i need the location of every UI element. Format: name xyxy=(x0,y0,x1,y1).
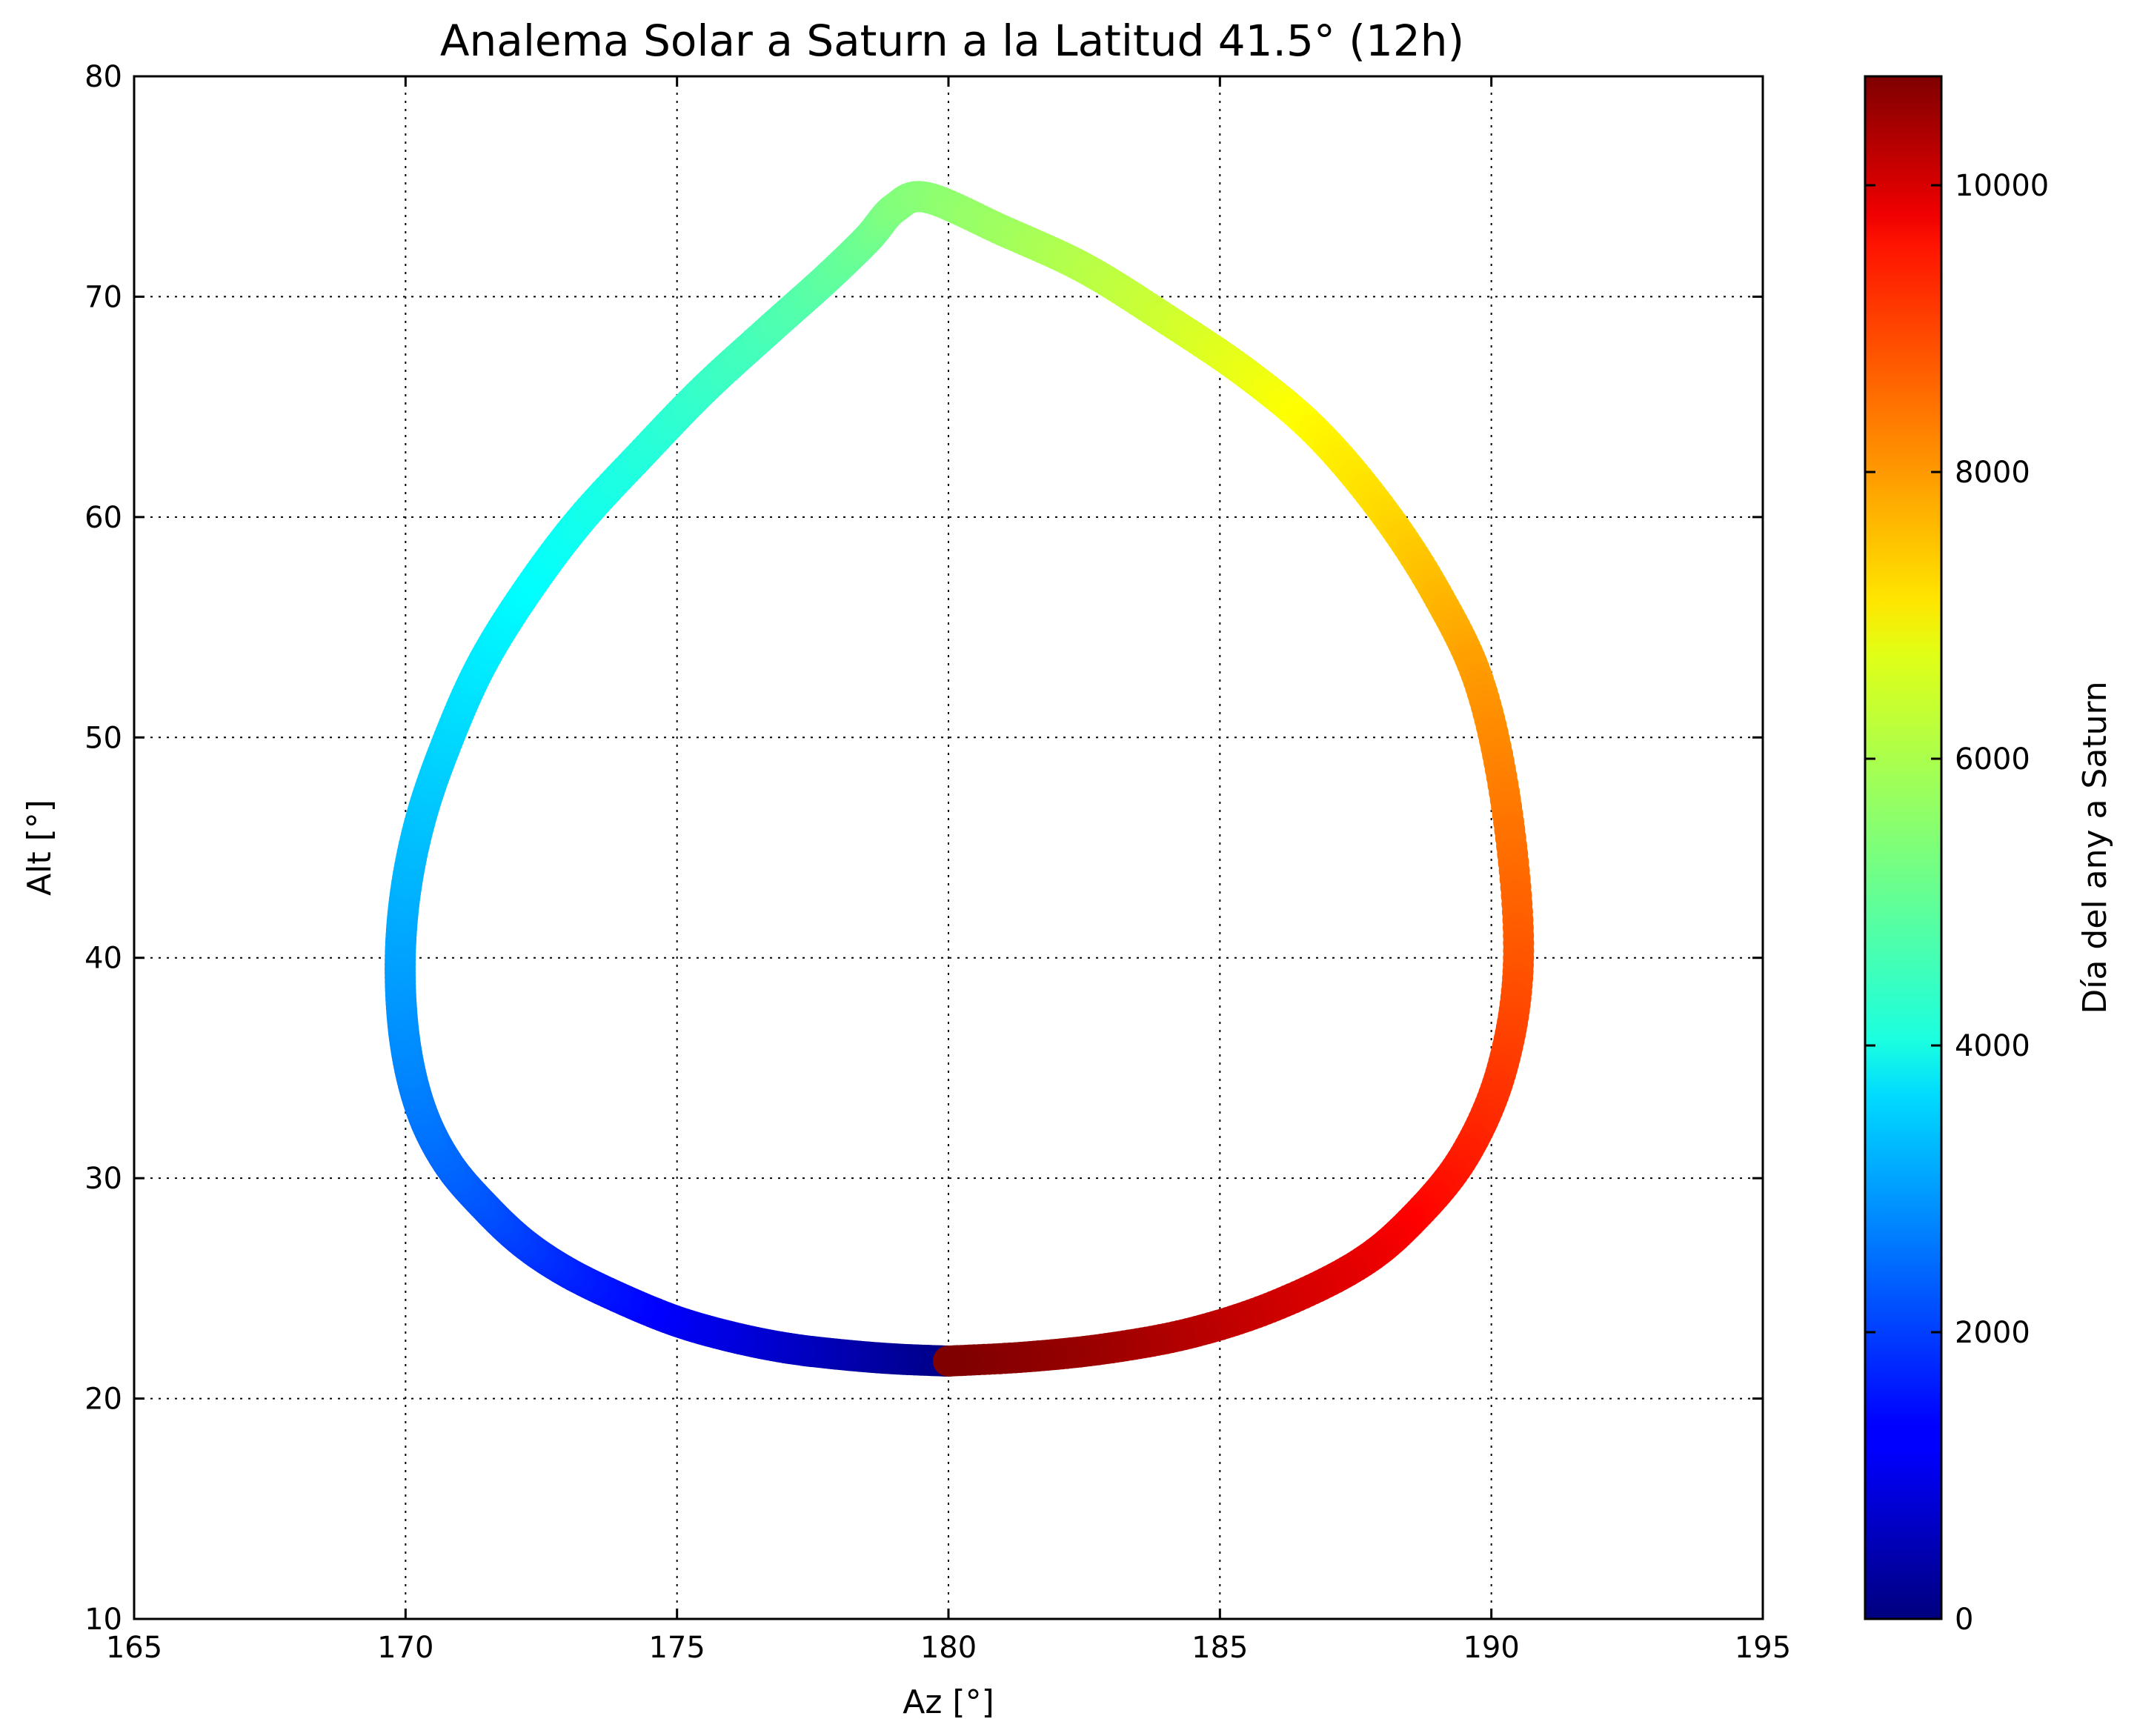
x-axis-label: Az [°] xyxy=(903,1683,994,1721)
y-tick-label: 10 xyxy=(84,1603,122,1637)
analemma-curve xyxy=(385,181,1535,1377)
x-tick-label: 195 xyxy=(1735,1631,1791,1665)
y-tick-label: 40 xyxy=(84,942,122,976)
y-tick-label: 70 xyxy=(84,280,122,314)
y-tick-label: 50 xyxy=(84,721,122,755)
colorbar-tick-label: 4000 xyxy=(1955,1029,2030,1063)
colorbar-ticks: 0 2000 4000 6000 8000 10000 xyxy=(1865,169,2049,1637)
y-tick-label: 60 xyxy=(84,501,122,535)
x-tick-label: 185 xyxy=(1192,1631,1248,1665)
colorbar-tick-label: 8000 xyxy=(1955,456,2030,490)
colorbar xyxy=(1864,75,1943,1620)
colorbar-label: Día del any a Saturn xyxy=(2076,681,2114,1014)
chart-title: Analema Solar a Saturn a la Latitud 41.5… xyxy=(440,16,1464,66)
y-tick-label: 80 xyxy=(84,60,122,94)
colorbar-tick-label: 0 xyxy=(1955,1603,1973,1637)
y-axis-label: Alt [°] xyxy=(21,799,59,896)
x-tick-label: 180 xyxy=(920,1631,977,1665)
x-tick-label: 170 xyxy=(377,1631,433,1665)
x-axis-ticks: 165 170 175 180 185 190 195 xyxy=(106,76,1791,1665)
x-tick-label: 190 xyxy=(1463,1631,1519,1665)
colorbar-tick-label: 10000 xyxy=(1955,169,2049,203)
x-tick-label: 175 xyxy=(648,1631,705,1665)
data-point xyxy=(933,1346,964,1377)
y-axis-ticks: 10 20 30 40 50 60 70 80 xyxy=(84,60,1763,1637)
y-tick-label: 20 xyxy=(84,1383,122,1417)
x-tick-label: 165 xyxy=(106,1631,162,1665)
y-tick-label: 30 xyxy=(84,1162,122,1196)
colorbar-tick-label: 2000 xyxy=(1955,1316,2030,1350)
colorbar-tick-label: 6000 xyxy=(1955,742,2030,776)
